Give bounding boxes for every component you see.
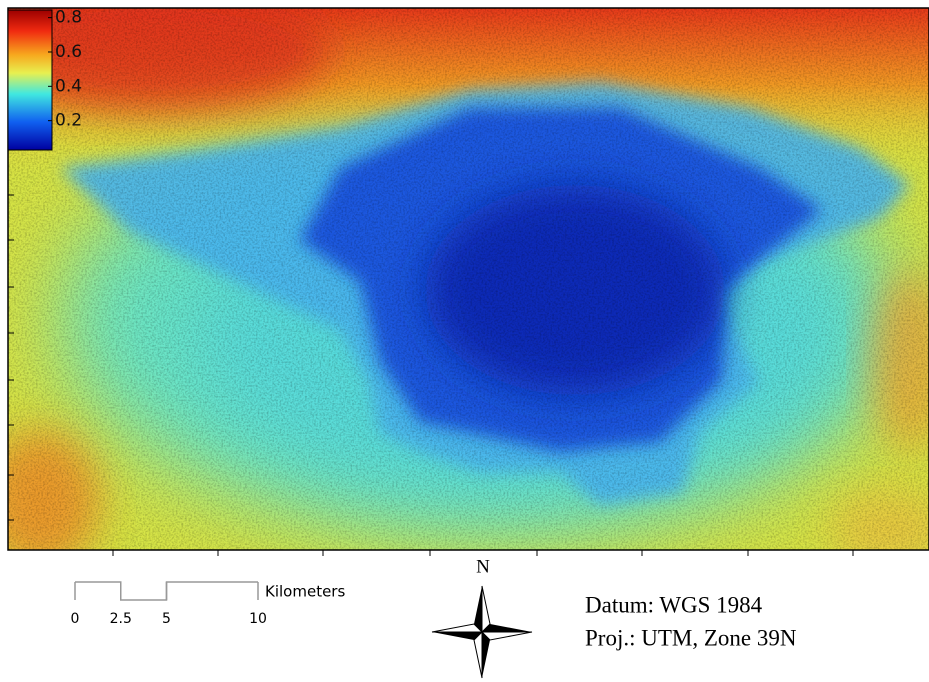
scale-bar-line [75,581,258,601]
colorbar [7,9,53,151]
raster [8,8,929,550]
arrow-part [482,632,490,678]
arrow-part [482,624,532,632]
frame-ticks [8,194,854,556]
colorbar-labels: 0.8 0.6 0.4 0.2 [48,8,82,131]
colorbar-label: 0.8 [55,8,82,28]
arrow-part [480,631,533,641]
scale-unit: Kilometers [265,583,345,601]
arrow-part [431,623,484,633]
arrow-part [481,585,491,634]
scale-label: 10 [249,611,267,627]
arrow-part [473,630,483,679]
datum-text: Datum: WGS 1984 [585,592,763,617]
colorbar-label: 0.6 [55,42,82,62]
arrow-part [432,632,482,640]
scale-label: 5 [162,611,171,627]
scale-bar: Kilometers 0 2.5 5 10 [71,581,345,627]
projection-text: Proj.: UTM, Zone 39N [585,625,797,650]
raster-texture [8,8,929,550]
scale-label: 2.5 [110,611,132,627]
colorbar-label: 0.4 [55,76,82,96]
north-arrow: N [431,556,533,679]
colorbar-label: 0.2 [55,111,82,131]
scale-label: 0 [71,611,80,627]
map-frame [7,7,929,551]
north-label: N [476,556,490,577]
arrow-part [474,586,482,632]
